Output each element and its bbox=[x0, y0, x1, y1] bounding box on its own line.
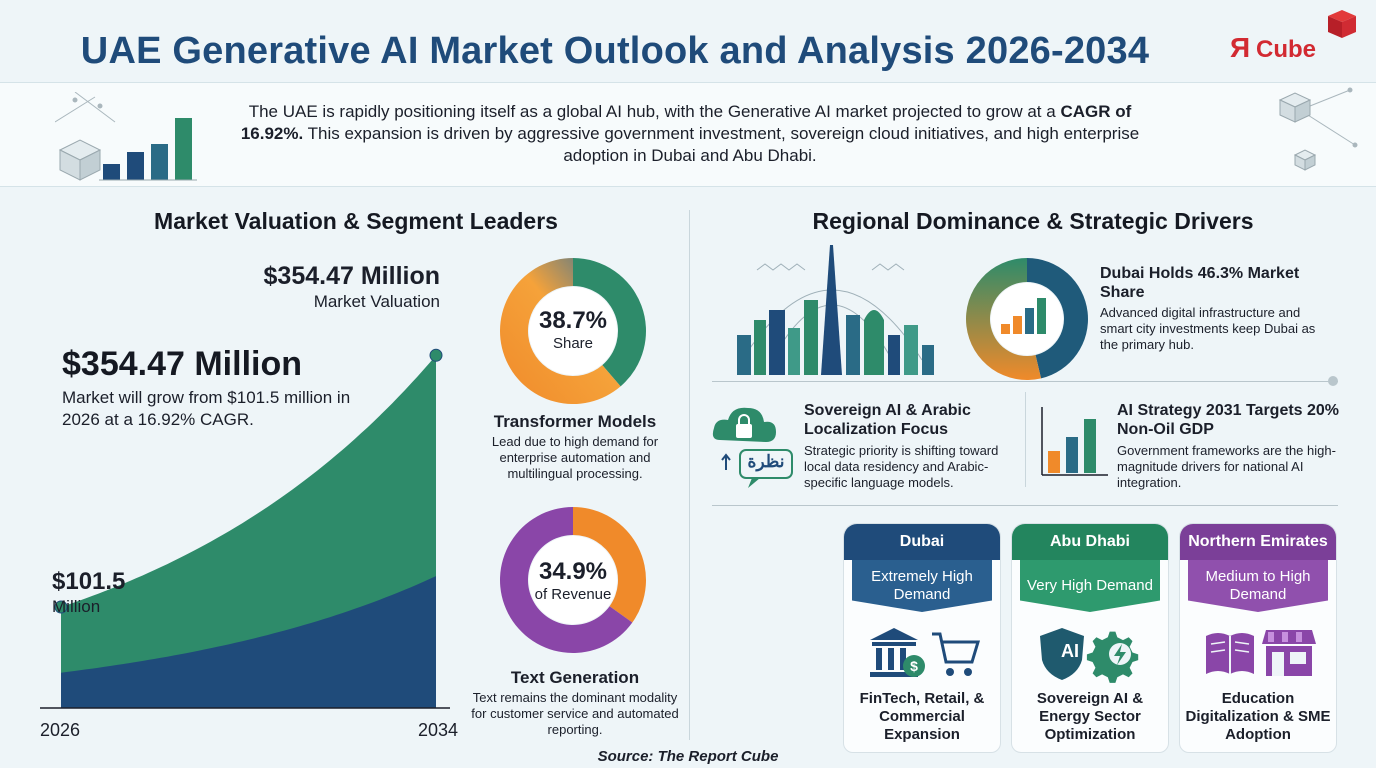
emirate-demand: Medium to High Demand bbox=[1188, 560, 1328, 612]
intro-text-start: The UAE is rapidly positioning itself as… bbox=[248, 102, 1061, 121]
sovereign-title: Sovereign AI & Arabic Localization Focus bbox=[804, 402, 971, 438]
logo-word: Cube bbox=[1256, 36, 1316, 63]
text-generation-title: Text Generation bbox=[510, 668, 640, 687]
emirate-card-northern-emirates: Northern Emirates Medium to High Demand … bbox=[1179, 523, 1337, 753]
transformer-percent: 38.7% bbox=[538, 307, 608, 334]
cloud-lock-icon bbox=[712, 407, 793, 488]
ai-badge-text: AI bbox=[1061, 641, 1079, 661]
start-point bbox=[54, 600, 68, 614]
emirate-name: Abu Dhabi bbox=[1012, 524, 1168, 560]
intro-text-end: This expansion is driven by aggressive g… bbox=[303, 124, 1140, 165]
emirate-name: Dubai bbox=[844, 524, 1000, 560]
intro-band bbox=[0, 82, 1376, 187]
report-cube-logo: Я Cube bbox=[1228, 8, 1358, 68]
donut-center bbox=[529, 287, 617, 375]
transformer-description: Lead due to high demand for enterprise a… bbox=[491, 434, 659, 481]
logo-cube-icon bbox=[1328, 10, 1356, 38]
donut-slice-0 bbox=[573, 258, 646, 387]
row-divider-2 bbox=[712, 505, 1338, 506]
emirate-focus: Sovereign AI & Energy Sector Optimizatio… bbox=[1036, 690, 1144, 743]
emirate-card-dubai: Dubai Extremely High Demand $ FinTech, R… bbox=[843, 523, 1001, 753]
dubai-share-description: Advanced digital infrastructure and smar… bbox=[1100, 305, 1316, 352]
end-point bbox=[429, 348, 443, 362]
transformer-percent-caption: Share bbox=[552, 335, 594, 352]
emirate-name: Northern Emirates bbox=[1180, 524, 1336, 560]
strategy-description: Government frameworks are the high-magni… bbox=[1117, 443, 1336, 490]
right-section-heading: Regional Dominance & Strategic Drivers bbox=[812, 208, 1254, 234]
logo-letter: Я bbox=[1230, 32, 1251, 63]
donut-slice-1 bbox=[500, 258, 621, 404]
transformer-share-donut bbox=[500, 258, 646, 404]
donut-center bbox=[529, 536, 617, 624]
donut-slice-0 bbox=[1027, 258, 1088, 379]
growth-bars-icon bbox=[55, 92, 197, 181]
dubai-share-title: Dubai Holds 46.3% Market Share bbox=[1100, 265, 1300, 301]
arabic-word: نظرة bbox=[747, 452, 785, 471]
start-value-unit: Million bbox=[52, 597, 101, 616]
cube-network-icon bbox=[1278, 87, 1358, 171]
section-divider bbox=[689, 210, 690, 740]
end-value-label: $354.47 Million bbox=[263, 262, 440, 290]
source-credit: Source: The Report Cube bbox=[597, 748, 779, 765]
intro-paragraph: The UAE is rapidly positioning itself as… bbox=[225, 101, 1155, 167]
emirate-demand: Very High Demand bbox=[1020, 560, 1160, 612]
sovereign-description: Strategic priority is shifting toward lo… bbox=[804, 443, 999, 490]
dubai-bar-chart-icon bbox=[1001, 298, 1046, 334]
emirate-demand: Extremely High Demand bbox=[852, 560, 992, 612]
svg-text:$: $ bbox=[910, 658, 918, 674]
donut-slice-0 bbox=[573, 507, 646, 623]
left-section-heading: Market Valuation & Segment Leaders bbox=[154, 208, 558, 234]
area-series-lower bbox=[61, 576, 436, 708]
start-value-label: $101.5 bbox=[52, 568, 126, 595]
intro-cagr: CAGR of 16.92%. bbox=[240, 102, 1132, 143]
text-generation-donut bbox=[500, 507, 646, 653]
strategy-title: AI Strategy 2031 Targets 20% Non-Oil GDP bbox=[1117, 402, 1340, 438]
x-tick-label-2026: 2026 bbox=[40, 720, 80, 740]
market-value-headline: $354.47 Million bbox=[62, 345, 302, 383]
card-divider bbox=[1025, 392, 1026, 487]
dubai-skyline-icon bbox=[737, 245, 934, 375]
text-generation-description: Text remains the dominant modality for c… bbox=[471, 690, 679, 737]
donut-slice-1 bbox=[500, 507, 633, 653]
book-store-icon bbox=[1206, 630, 1316, 676]
text-generation-percent: 34.9% bbox=[538, 558, 608, 585]
ai-shield-gear-icon bbox=[1040, 628, 1139, 683]
market-value-description: Market will grow from $101.5 million in … bbox=[62, 388, 351, 429]
emirate-focus: Education Digitalization & SME Adoption bbox=[1185, 690, 1331, 743]
emirate-card-abu-dhabi: Abu Dhabi Very High Demand AI Sovereign … bbox=[1011, 523, 1169, 753]
text-generation-percent-caption: of Revenue bbox=[534, 586, 612, 603]
market-growth-area-chart: 2026 2034 bbox=[40, 348, 458, 740]
x-tick-label-2034: 2034 bbox=[418, 720, 458, 740]
bank-cart-icon: $ bbox=[870, 628, 981, 677]
strategy-bar-chart-icon bbox=[1041, 407, 1108, 476]
page-title: UAE Generative AI Market Outlook and Ana… bbox=[80, 30, 1150, 72]
emirate-focus: FinTech, Retail, & Commercial Expansion bbox=[859, 690, 985, 743]
row-divider-1 bbox=[712, 381, 1338, 382]
transformer-title: Transformer Models bbox=[493, 412, 657, 431]
donut-slice-1 bbox=[966, 258, 1042, 380]
end-value-caption: Market Valuation bbox=[313, 292, 440, 311]
row-divider-dot bbox=[1328, 376, 1338, 386]
